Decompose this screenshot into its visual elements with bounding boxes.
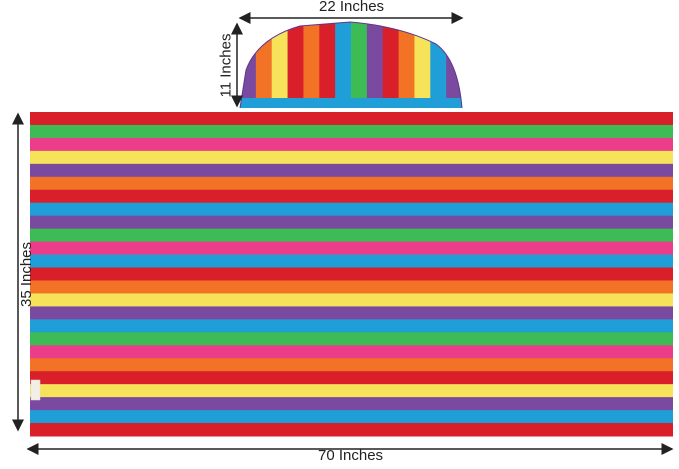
- hood-outline: [239, 21, 463, 109]
- height-label: 35 Inches: [18, 241, 36, 308]
- towel-stripe: [30, 410, 673, 424]
- towel-stripe: [30, 397, 673, 411]
- towel-stripe: [30, 163, 673, 178]
- towel-stripe: [30, 267, 673, 281]
- hood-stripe: [414, 22, 431, 108]
- towel-stripe: [30, 345, 673, 359]
- towel-stripe: [30, 423, 673, 437]
- hood-stripe: [319, 22, 336, 108]
- hood-width-label: 22 Inches: [319, 0, 385, 15]
- hood-stripe: [430, 22, 447, 108]
- towel-stripe: [30, 137, 673, 152]
- hood-stripe: [398, 22, 415, 108]
- hood-stripe: [366, 22, 384, 108]
- hood-stripe: [303, 22, 320, 108]
- towel-stripe: [30, 124, 673, 139]
- towel-stripe: [30, 150, 673, 165]
- towel-stripe: [30, 202, 673, 217]
- towel-stripe: [30, 293, 673, 307]
- towel-stripe: [30, 241, 673, 256]
- towel-stripe: [30, 215, 673, 230]
- towel-stripe: [30, 371, 673, 385]
- towel-stripe: [30, 280, 673, 294]
- hood-stripe: [287, 22, 304, 108]
- hood-stripe: [255, 22, 273, 108]
- towel-body: [30, 112, 673, 437]
- hood-rim: [240, 98, 462, 108]
- towel-stripe: [30, 228, 673, 243]
- hood-stripe: [382, 22, 400, 108]
- hood-height-label: 11 Inches: [217, 33, 235, 98]
- towel-stripe: [30, 384, 673, 398]
- hood: [240, 22, 462, 108]
- towel-stripe: [30, 306, 673, 320]
- towel-stripe: [30, 319, 673, 333]
- towel-stripe: [30, 189, 673, 204]
- hood-stripe: [335, 22, 352, 108]
- towel-stripe: [30, 176, 673, 191]
- towel-tag: [30, 379, 41, 401]
- towel-stripe: [30, 358, 673, 372]
- hood-stripe: [351, 22, 368, 108]
- towel-stripe: [30, 254, 673, 269]
- towel-stripe: [30, 332, 673, 346]
- hood-stripe: [271, 22, 289, 108]
- towel-stripe: [30, 112, 673, 126]
- hood-stripe: [446, 22, 462, 108]
- width-label: 70 Inches: [318, 447, 384, 464]
